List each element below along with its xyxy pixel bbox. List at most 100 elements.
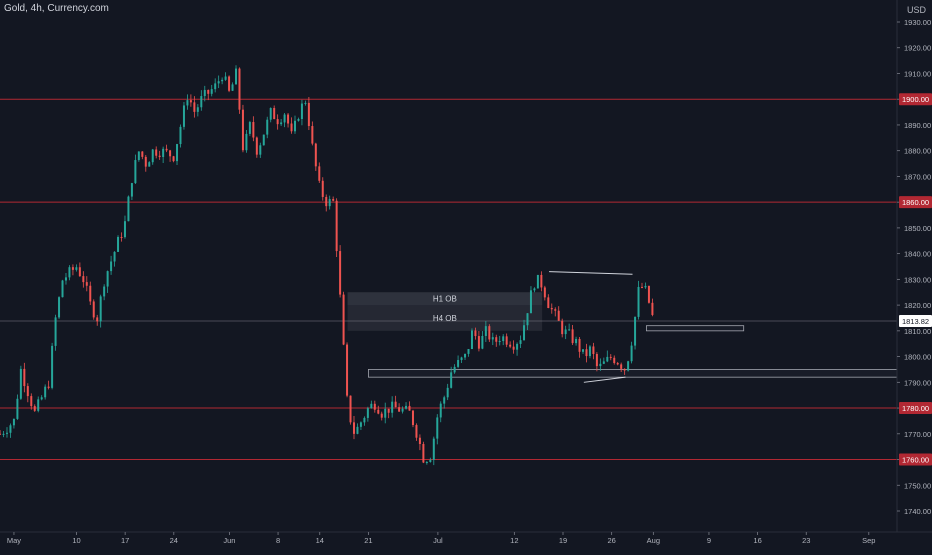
candle-body [446,387,449,398]
x-tick-label: 17 [121,536,129,545]
candle-body [311,126,314,144]
candle-body [196,107,199,112]
candle-body [439,403,442,418]
candle-body [585,349,588,357]
candle-body [564,329,567,335]
x-tick-label: 8 [276,536,280,545]
candle-body [457,360,460,367]
level-price-label: 1780.00 [902,404,929,413]
y-tick-label: 1810.00 [904,327,931,336]
candle-body [162,148,165,158]
candle-body [228,76,231,91]
candle-body [550,308,553,310]
candle-body [495,337,498,342]
candle-body [51,345,54,388]
candle-body [346,344,349,396]
candle-body [214,83,217,90]
candle-body [422,443,425,463]
candle-body [193,102,196,112]
zone-label: H4 OB [433,314,457,323]
candle-body [599,363,602,367]
candle-body [352,422,355,434]
candle-body [130,183,133,197]
candle-body [516,343,519,350]
candle-body [429,459,432,462]
y-tick-label: 1920.00 [904,44,931,53]
candle-body [637,286,640,317]
candle-body [58,297,61,318]
candle-body [634,316,637,346]
y-tick-label: 1870.00 [904,172,931,181]
y-tick-label: 1850.00 [904,224,931,233]
candle-body [554,309,557,311]
candle-body [144,156,147,167]
candle-body [252,122,255,138]
candle-body [561,320,564,335]
x-tick-label: 24 [170,536,178,545]
candle-body [339,251,342,295]
candle-body [207,89,210,94]
chart-title: Gold, 4h, Currency.com [4,3,109,14]
candle-body [169,150,172,157]
candle-body [481,335,484,349]
candle-body [235,68,238,85]
candle-body [103,286,106,297]
candle-body [491,337,494,340]
candle-body [575,338,578,344]
candle-body [151,149,154,163]
y-tick-label: 1750.00 [904,481,931,490]
currency-label: USD [906,5,926,15]
order-block-zone [347,292,543,306]
candle-body [568,329,571,331]
candle-body [453,366,456,373]
y-tick-label: 1840.00 [904,250,931,259]
candle-body [623,368,626,371]
candle-body [450,372,453,388]
candle-body [61,280,64,298]
candle-body [300,103,303,119]
candle-body [394,401,397,408]
candle-body [627,361,630,371]
candle-body [155,149,158,156]
candle-body [23,368,26,387]
candle-body [509,344,512,347]
candle-body [280,122,283,125]
candle-body [92,301,95,318]
x-tick-label: Jul [433,536,443,545]
candle-body [606,356,609,362]
candle-body [283,114,286,123]
y-tick-label: 1880.00 [904,147,931,156]
candle-body [370,403,373,409]
candle-body [505,336,508,345]
candle-body [526,313,529,326]
candle-body [342,294,345,345]
x-tick-label: 9 [707,536,711,545]
candle-body [30,396,33,407]
candle-body [262,134,265,146]
candle-body [287,114,290,124]
candle-body [557,310,560,321]
candle-body [408,405,411,411]
candle-body [224,76,227,80]
candle-body [321,180,324,197]
candle-body [248,122,251,134]
candle-body [547,297,550,309]
x-tick-label: 21 [364,536,372,545]
candle-body [307,102,310,127]
candle-body [588,346,591,357]
candle-body [432,438,435,460]
x-tick-label: Aug [647,536,660,545]
candle-body [582,349,585,352]
candle-body [127,196,130,222]
candle-body [335,200,338,252]
candle-body [651,302,654,315]
y-tick-label: 1930.00 [904,18,931,27]
candle-body [356,426,359,434]
candle-body [33,406,36,411]
candle-body [484,326,487,336]
candle-body [391,401,394,413]
x-tick-label: 16 [753,536,761,545]
candle-body [96,317,99,322]
